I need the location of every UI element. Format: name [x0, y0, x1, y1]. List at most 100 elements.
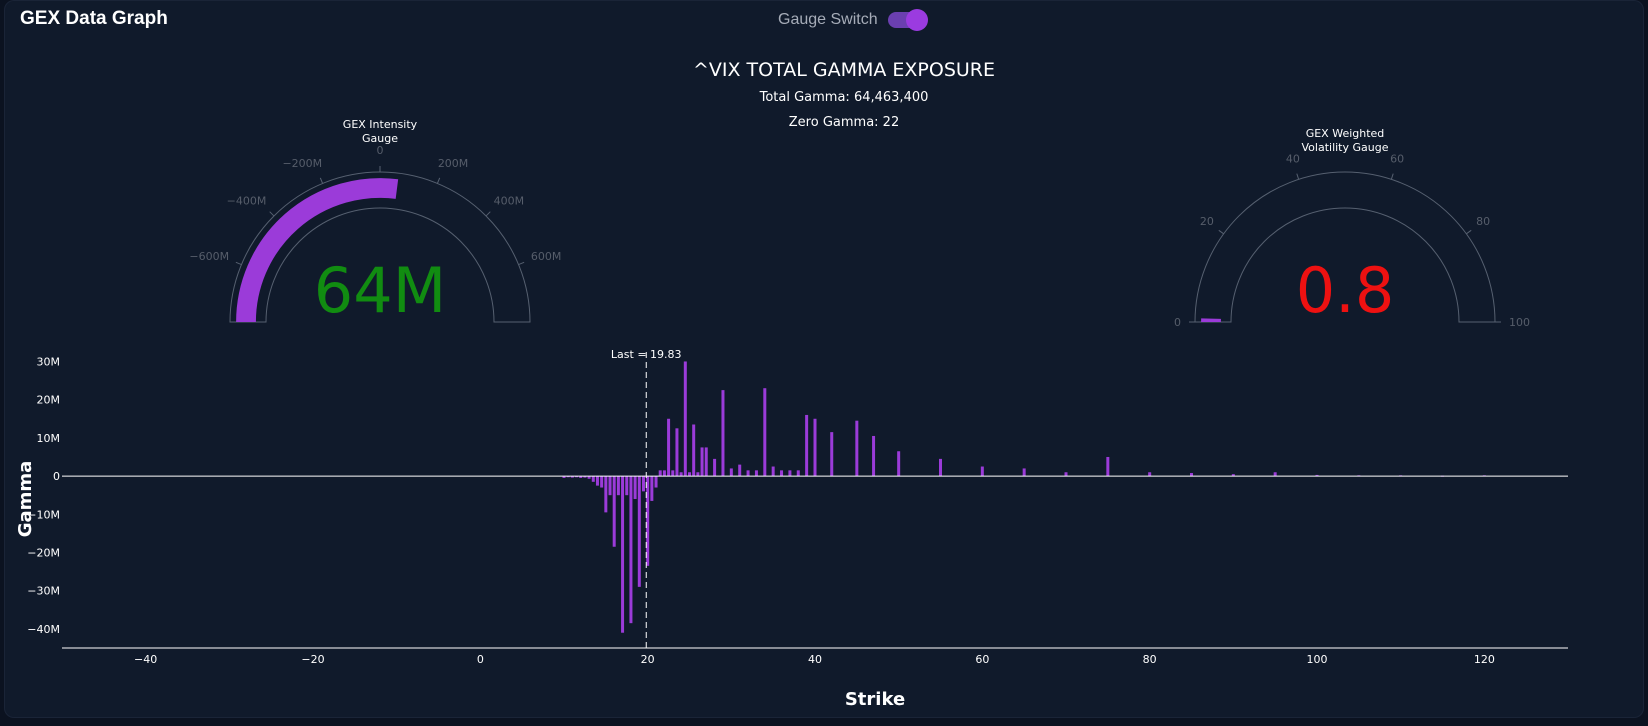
x-tick-label: 60: [975, 653, 989, 666]
gamma-bar: [650, 476, 654, 501]
gamma-bar: [600, 476, 604, 488]
gauge-tick: [1296, 173, 1300, 180]
zero-gamma-label: Zero Gamma: 22: [789, 115, 899, 130]
gamma-bar: [575, 476, 579, 478]
gamma-bar: [1148, 472, 1152, 477]
y-tick-label: −20M: [27, 546, 60, 559]
gamma-bar: [604, 476, 608, 513]
gamma-bar: [683, 361, 687, 477]
gauge-switch-label: Gauge Switch: [778, 11, 878, 28]
gauge-tick-label: −200M: [282, 157, 322, 170]
gauge-tick: [1466, 229, 1472, 235]
gamma-bar: [713, 458, 717, 477]
gauge-tick: [518, 261, 525, 266]
gauge-tick: [235, 261, 242, 266]
gamma-bar: [754, 470, 758, 477]
gamma-bar: [579, 476, 583, 478]
y-axis-title: Gamma: [15, 461, 36, 538]
gamma-bar: [805, 414, 809, 477]
gamma-bar: [813, 418, 817, 477]
gamma-bar: [700, 447, 704, 477]
gamma-bar: [1106, 456, 1110, 477]
gamma-bar: [771, 466, 775, 477]
gauge-outline: [1194, 171, 1496, 323]
y-tick-label: 30M: [37, 355, 61, 368]
gamma-bar: [729, 468, 733, 477]
total-gamma-label: Total Gamma: 64,463,400: [759, 90, 929, 105]
gamma-bar: [566, 476, 570, 478]
gamma-bar: [633, 476, 637, 499]
gauge-switch-toggle[interactable]: [887, 9, 928, 31]
gamma-bar: [621, 476, 625, 633]
gamma-bar: [612, 476, 616, 547]
x-axis-title: Strike: [845, 689, 905, 710]
gamma-bar: [1231, 474, 1235, 477]
gamma-bar-chart: 30M 20M 10M 0 −10M −20M −30M −40M −40 −20 0 20 40 60 8…: [15, 348, 1568, 710]
y-tick-label: 0: [53, 470, 60, 483]
x-tick-label: 0: [477, 653, 484, 666]
x-tick-label: −40: [134, 653, 157, 666]
y-tick-label: 10M: [37, 432, 61, 445]
gauge-outline: [229, 171, 531, 323]
gamma-bar: [595, 476, 599, 486]
x-tick-label: 20: [641, 653, 655, 666]
gamma-bar: [637, 476, 641, 587]
gauge-tick: [269, 211, 275, 217]
gauge-tick-label: 60: [1390, 152, 1404, 165]
gamma-bar: [830, 432, 834, 477]
y-tick-label: −40M: [27, 623, 60, 636]
gamma-bar: [788, 470, 792, 477]
x-tick-label: 40: [808, 653, 822, 666]
x-tick-label: 120: [1474, 653, 1495, 666]
gauge-tick: [1218, 229, 1224, 235]
gauge-title-line1: GEX Intensity: [343, 118, 418, 131]
gamma-bar: [1064, 472, 1068, 477]
gamma-bar: [641, 476, 645, 492]
gamma-bar: [625, 476, 629, 496]
y-tick-label: −10M: [27, 508, 60, 521]
gamma-bar: [1022, 468, 1026, 477]
gamma-bar: [692, 424, 696, 477]
gamma-bar: [629, 476, 633, 624]
gauge-tick-label: 600M: [531, 250, 562, 263]
gamma-bar: [1190, 473, 1193, 477]
gamma-bar: [780, 470, 784, 477]
gauge-title-line2: Gauge: [362, 132, 398, 145]
x-tick-label: −20: [301, 653, 324, 666]
gamma-bar: [746, 470, 750, 477]
gauge-title-line2: Volatility Gauge: [1302, 141, 1389, 154]
toggle-knob: [905, 9, 928, 31]
gamma-bar: [667, 418, 671, 477]
y-tick-label: −30M: [27, 585, 60, 598]
gamma-bar: [658, 470, 662, 477]
y-tick-label: 20M: [37, 394, 61, 407]
gamma-bar: [587, 476, 591, 479]
gauge-value: 64M: [314, 254, 446, 327]
app-title: GEX Data Graph: [20, 8, 168, 29]
gauge-tick-label: 0: [377, 144, 384, 157]
gamma-bar: [688, 472, 691, 477]
gamma-bar: [662, 470, 666, 477]
gamma-bar: [721, 390, 725, 477]
gamma-bar: [696, 472, 700, 477]
gamma-bar: [671, 470, 675, 477]
gauge-tick: [1390, 173, 1394, 180]
gamma-bar: [1315, 474, 1319, 477]
gauge-tick-label: −400M: [227, 194, 267, 207]
gamma-bar: [591, 476, 595, 482]
gauge-tick-label: 100: [1509, 316, 1530, 329]
gamma-bar: [738, 464, 742, 477]
gauge-tick: [485, 211, 491, 217]
gauge-tick-label: 80: [1476, 215, 1490, 228]
gauge-switch: Gauge Switch: [778, 9, 928, 31]
gauge-title-line1: GEX Weighted: [1306, 127, 1385, 140]
gamma-bar: [796, 470, 800, 477]
gauge-tick-label: 20: [1200, 215, 1214, 228]
gamma-bar: [562, 476, 566, 478]
gex-panel: [4, 0, 1644, 718]
gamma-bar: [939, 458, 942, 477]
gauge-tick-label: 200M: [438, 157, 469, 170]
